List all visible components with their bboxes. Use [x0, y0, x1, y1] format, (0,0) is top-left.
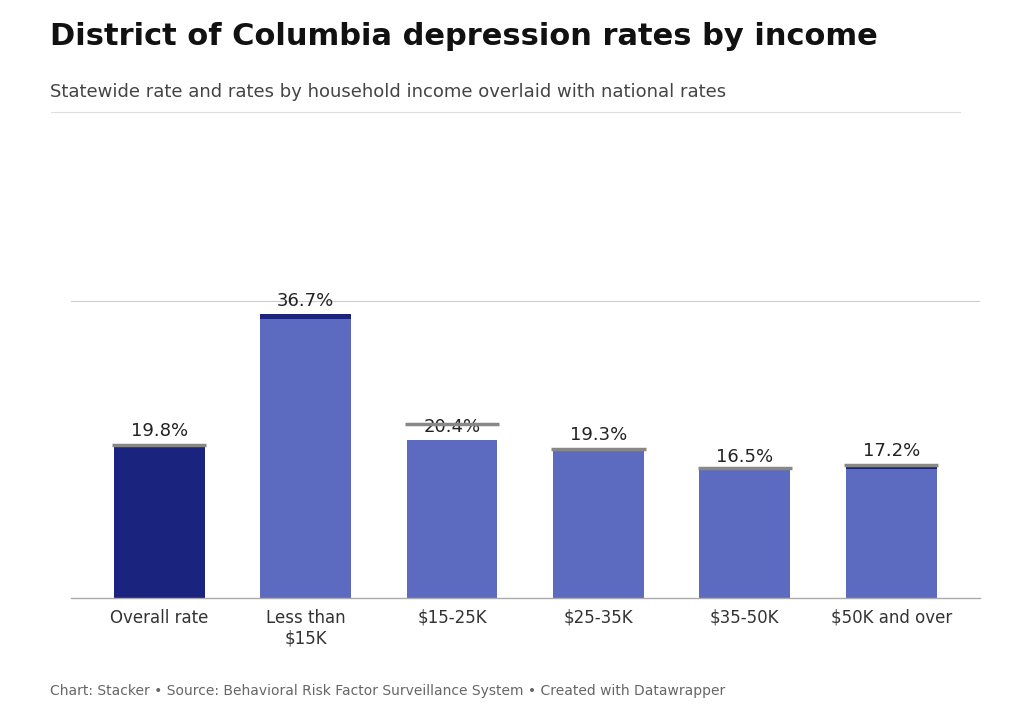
- Text: District of Columbia depression rates by income: District of Columbia depression rates by…: [50, 22, 879, 50]
- Text: 20.4%: 20.4%: [423, 418, 481, 436]
- Bar: [699, 470, 790, 598]
- Bar: [114, 445, 205, 598]
- Bar: [407, 440, 497, 598]
- Text: 17.2%: 17.2%: [863, 442, 920, 460]
- Text: Chart: Stacker • Source: Behavioral Risk Factor Surveillance System • Created wi: Chart: Stacker • Source: Behavioral Risk…: [50, 685, 726, 698]
- Bar: [845, 465, 936, 469]
- Bar: [553, 449, 643, 598]
- Text: 19.8%: 19.8%: [130, 422, 188, 440]
- Bar: [261, 315, 351, 319]
- Text: 36.7%: 36.7%: [277, 292, 334, 310]
- Bar: [845, 465, 936, 598]
- Bar: [261, 315, 351, 598]
- Text: 19.3%: 19.3%: [570, 426, 627, 444]
- Text: 16.5%: 16.5%: [716, 448, 774, 466]
- Text: Statewide rate and rates by household income overlaid with national rates: Statewide rate and rates by household in…: [50, 83, 726, 101]
